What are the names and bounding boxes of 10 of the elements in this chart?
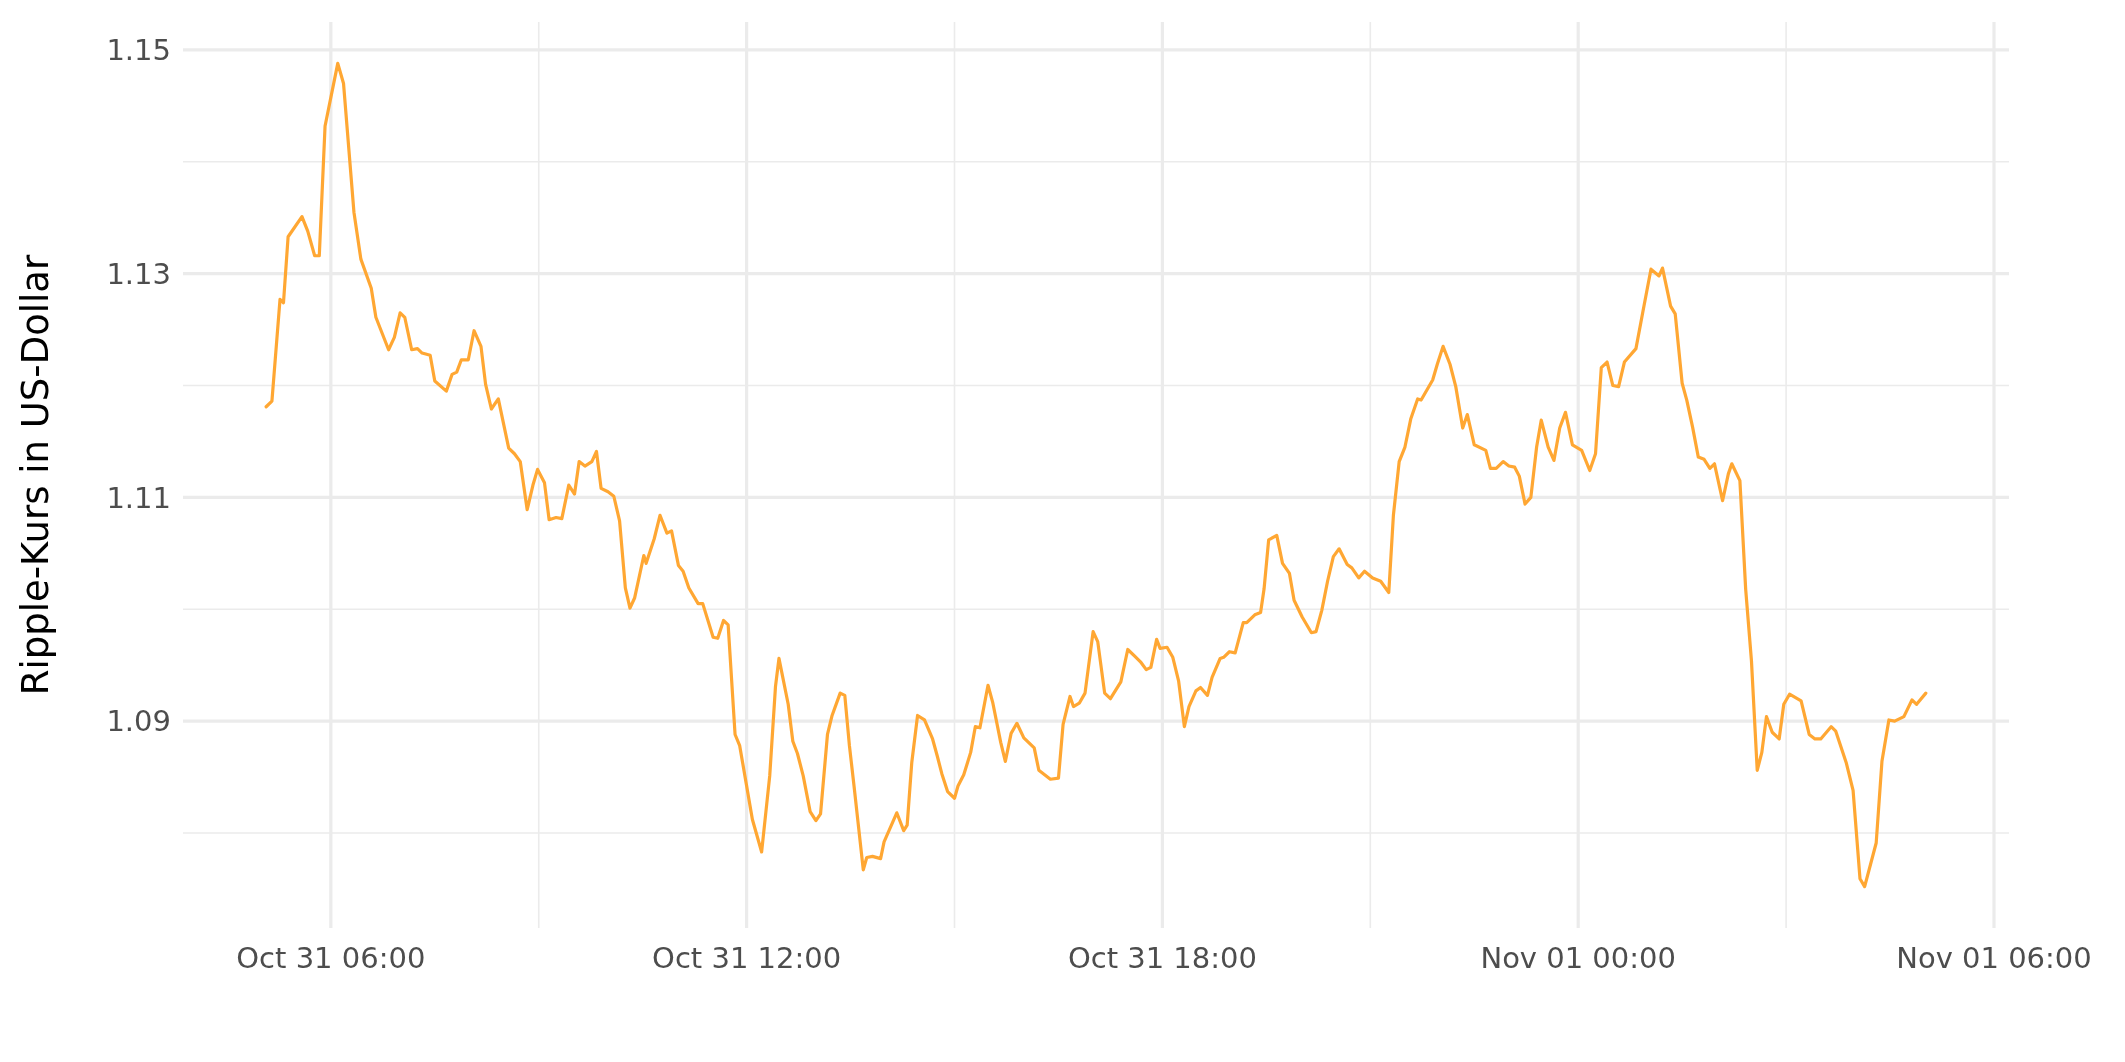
x-tick-label: Oct 31 06:00	[236, 941, 426, 975]
x-tick-label: Nov 01 06:00	[1896, 941, 2092, 975]
y-tick-label: 1.11	[106, 480, 171, 515]
y-tick-label: 1.09	[106, 704, 171, 739]
y-tick-label: 1.15	[106, 33, 171, 68]
y-axis-title: Ripple-Kurs in US-Dollar	[14, 253, 57, 696]
x-tick-label: Nov 01 00:00	[1480, 941, 1676, 975]
x-tick-label: Oct 31 12:00	[652, 941, 842, 975]
y-tick-label: 1.13	[106, 256, 171, 291]
x-tick-label: Oct 31 18:00	[1067, 941, 1257, 975]
